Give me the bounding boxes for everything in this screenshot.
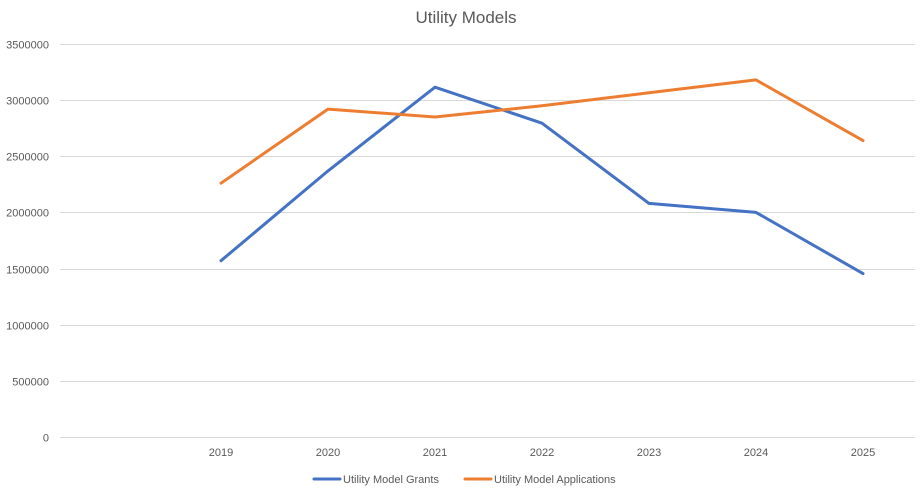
- chart-title: Utility Models: [415, 8, 516, 27]
- y-tick-label: 2000000: [6, 208, 49, 220]
- x-tick-label: 2022: [530, 447, 554, 459]
- x-tick-label: 2019: [209, 447, 233, 459]
- legend-label: Utility Model Grants: [343, 474, 439, 486]
- y-tick-label: 1000000: [6, 321, 49, 333]
- y-axis-ticks: 0 500000 1000000 1500000 2000000 2500000 30000…: [6, 40, 49, 445]
- x-tick-label: 2024: [744, 447, 768, 459]
- x-tick-label: 2023: [637, 447, 661, 459]
- y-tick-label: 3000000: [6, 96, 49, 108]
- gridlines: [60, 44, 915, 438]
- series-lines: [219, 78, 865, 276]
- x-axis-ticks: 2019 2020 2021 2022 2023 2024 2025: [209, 447, 875, 459]
- y-tick-label: 0: [43, 433, 49, 445]
- y-tick-label: 1500000: [6, 265, 49, 277]
- legend-label: Utility Model Applications: [494, 474, 616, 486]
- x-tick-label: 2021: [423, 447, 447, 459]
- y-tick-label: 2500000: [6, 152, 49, 164]
- y-tick-label: 500000: [12, 377, 49, 389]
- y-tick-label: 3500000: [6, 40, 49, 52]
- series-line-grants: [219, 85, 865, 276]
- series-line-applications: [219, 78, 865, 185]
- x-tick-label: 2025: [851, 447, 875, 459]
- legend: Utility Model Grants Utility Model Applic…: [312, 474, 616, 486]
- x-tick-label: 2020: [316, 447, 340, 459]
